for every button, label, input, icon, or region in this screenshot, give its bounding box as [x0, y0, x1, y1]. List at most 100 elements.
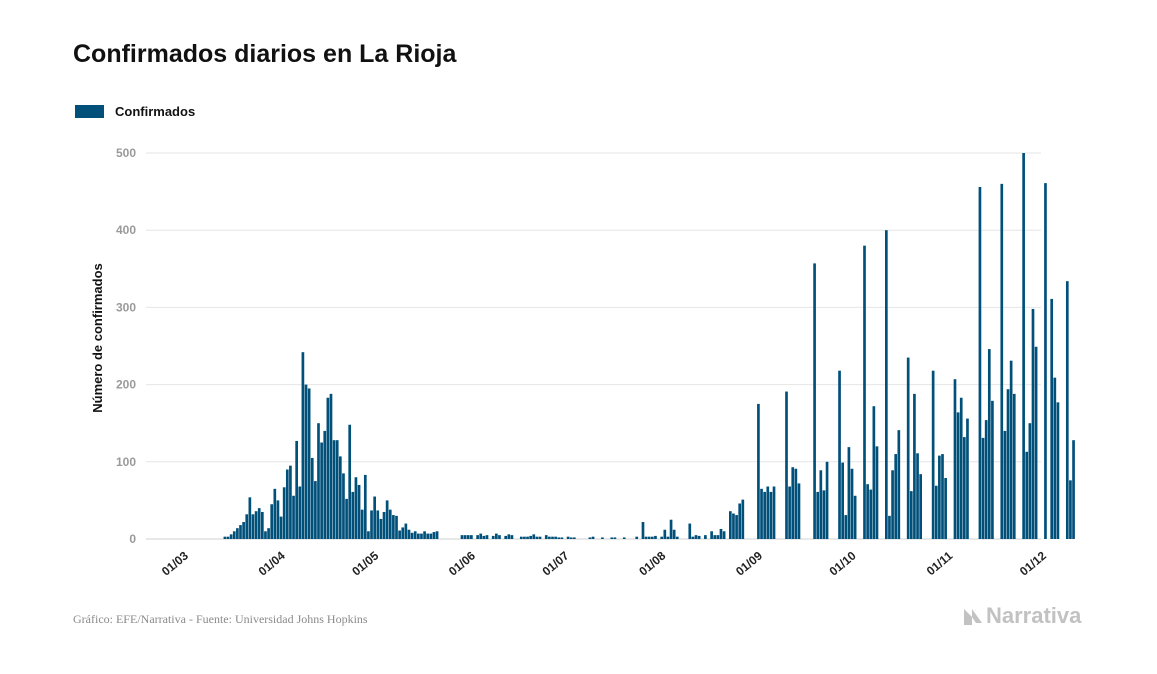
bar	[688, 523, 692, 539]
bar	[934, 485, 938, 539]
legend: Confirmados	[75, 104, 195, 119]
x-tick-label: 01/08	[636, 548, 668, 578]
bar	[875, 446, 879, 539]
bar	[716, 535, 720, 539]
bar	[251, 514, 255, 539]
bar	[772, 486, 776, 539]
bar	[1003, 430, 1007, 539]
y-tick-label: 200	[116, 378, 136, 392]
bar	[398, 530, 401, 539]
bar	[417, 533, 420, 539]
bar	[819, 470, 823, 539]
bar	[566, 536, 570, 539]
bar	[794, 468, 798, 539]
bar	[348, 424, 352, 539]
source-footer: Gráfico: EFE/Narrativa - Fuente: Univers…	[73, 612, 368, 626]
bar	[966, 418, 969, 539]
bar	[232, 531, 236, 539]
bar	[713, 535, 717, 539]
bar	[463, 535, 467, 539]
bar	[476, 535, 479, 539]
x-tick-label: 01/11	[924, 548, 956, 578]
bar	[869, 489, 873, 539]
y-axis-ticks: 0 100 200 300 400 500	[116, 146, 136, 546]
bar	[888, 515, 891, 539]
bar	[298, 486, 302, 539]
bar	[813, 263, 816, 539]
bar	[282, 487, 286, 539]
bars	[223, 153, 1075, 540]
bar	[248, 497, 252, 539]
x-tick-label: 01/10	[827, 548, 859, 578]
bar	[229, 534, 233, 539]
bar	[647, 536, 651, 539]
bar	[1034, 346, 1038, 539]
bar	[538, 536, 542, 539]
bar	[479, 533, 483, 539]
bar	[332, 440, 336, 539]
bar	[959, 397, 963, 539]
bar	[264, 531, 267, 539]
bar	[613, 537, 617, 539]
bar	[295, 440, 298, 539]
bar	[323, 430, 327, 539]
bar	[276, 500, 280, 539]
bar	[504, 535, 508, 539]
bar	[388, 509, 392, 539]
bar	[363, 474, 367, 539]
bar	[981, 437, 985, 539]
bar	[317, 423, 320, 539]
bar	[382, 511, 386, 539]
bar	[1056, 402, 1060, 539]
bar	[261, 511, 264, 539]
bar	[741, 499, 745, 539]
bar	[367, 531, 370, 539]
bar	[757, 403, 760, 539]
bar	[498, 535, 501, 539]
bar	[735, 515, 738, 539]
bar	[863, 245, 866, 539]
bar	[694, 535, 698, 539]
bar	[532, 534, 536, 539]
bar	[906, 357, 910, 539]
bar	[548, 536, 551, 539]
bar	[482, 535, 486, 539]
brand-logo: Narrativa	[962, 603, 1081, 629]
bar	[314, 481, 317, 539]
bar	[379, 518, 383, 539]
bar	[432, 532, 436, 539]
bar	[1006, 389, 1010, 539]
bar	[551, 536, 554, 539]
bar	[691, 536, 695, 539]
bar	[470, 535, 473, 539]
bar	[1065, 281, 1069, 539]
bar	[853, 495, 857, 539]
x-tick-label: 01/06	[446, 548, 478, 578]
bar	[1053, 377, 1057, 539]
bar	[404, 523, 408, 539]
bar	[697, 535, 701, 539]
x-tick-label: 01/12	[1017, 548, 1049, 578]
bar	[816, 491, 820, 539]
bar	[885, 230, 888, 539]
bar	[956, 412, 960, 539]
bar	[704, 535, 707, 539]
y-tick-label: 0	[129, 532, 136, 546]
bar	[526, 536, 529, 539]
bar	[666, 536, 670, 539]
bar	[1025, 451, 1029, 539]
bar	[791, 467, 795, 539]
bar	[991, 400, 994, 539]
bar	[978, 186, 982, 539]
bar	[535, 536, 539, 539]
bar	[335, 440, 339, 539]
bar	[963, 437, 966, 539]
bar	[485, 535, 489, 539]
bar	[669, 519, 673, 539]
brand-name: Narrativa	[986, 603, 1082, 628]
legend-swatch	[75, 105, 104, 118]
bar	[897, 430, 901, 539]
bar	[310, 457, 314, 539]
bar	[519, 536, 523, 539]
bar	[732, 513, 735, 539]
